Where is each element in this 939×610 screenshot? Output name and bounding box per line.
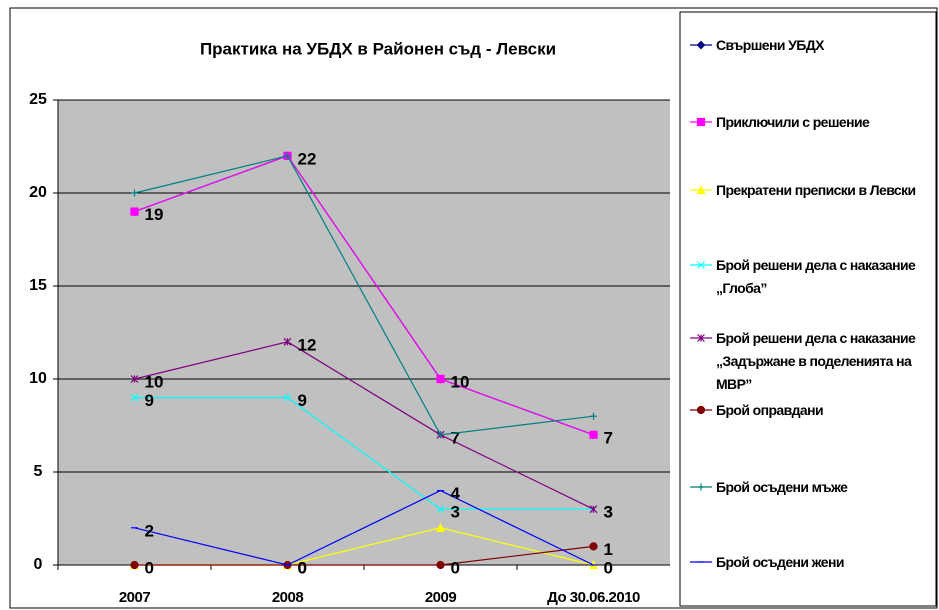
legend-marker bbox=[696, 117, 706, 127]
legend-label: Брой осъдени мъже bbox=[716, 479, 848, 495]
marker bbox=[437, 431, 444, 439]
data-label: 4 bbox=[451, 484, 461, 503]
data-label: 0 bbox=[298, 558, 307, 577]
legend-label: Свършени УБДХ bbox=[716, 37, 824, 53]
marker bbox=[284, 152, 291, 160]
data-label: 10 bbox=[451, 372, 470, 391]
data-label: 3 bbox=[604, 503, 613, 522]
data-label: 0 bbox=[604, 558, 613, 577]
data-label: 3 bbox=[604, 503, 613, 522]
data-label: 2 bbox=[145, 521, 154, 540]
marker bbox=[130, 207, 139, 216]
legend-label: Прекратени преписки в Левски bbox=[716, 182, 916, 198]
data-label: 3 bbox=[451, 503, 460, 522]
x-tick-label: До 30.06.2010 bbox=[547, 589, 640, 606]
data-label: 1 bbox=[604, 540, 613, 559]
legend-marker bbox=[697, 334, 705, 342]
data-label: 22 bbox=[298, 149, 317, 168]
x-tick-label: 2007 bbox=[119, 589, 151, 606]
series-line bbox=[134, 341, 594, 510]
marker bbox=[436, 522, 445, 532]
legend-marker bbox=[697, 483, 705, 491]
series-line bbox=[134, 489, 594, 566]
marker bbox=[436, 505, 445, 514]
legend-label: Брой осъдени жени bbox=[716, 554, 844, 570]
marker bbox=[589, 430, 598, 439]
plot-area bbox=[58, 100, 670, 565]
legend-label: Брой оправдани bbox=[716, 402, 824, 418]
marker bbox=[589, 542, 598, 551]
legend-marker bbox=[696, 185, 706, 195]
data-label: 10 bbox=[145, 372, 164, 391]
data-label: 9 bbox=[298, 391, 307, 410]
data-label: 0 bbox=[145, 558, 154, 577]
legend-label: Приключили с решение bbox=[716, 114, 870, 130]
marker bbox=[131, 189, 138, 197]
y-tick-label: 20 bbox=[29, 184, 47, 201]
legend-marker bbox=[696, 40, 706, 50]
x-tick-label: 2008 bbox=[272, 589, 304, 606]
x-tick-label: 2009 bbox=[425, 589, 457, 606]
marker bbox=[436, 560, 445, 570]
marker bbox=[130, 393, 139, 402]
y-tick-label: 25 bbox=[29, 91, 47, 108]
legend-box bbox=[679, 11, 937, 607]
marker bbox=[589, 505, 598, 514]
y-tick-label: 0 bbox=[34, 556, 43, 573]
data-label: 7 bbox=[604, 428, 613, 447]
data-label: 12 bbox=[298, 335, 317, 354]
data-label: 19 bbox=[145, 205, 164, 224]
series-line bbox=[134, 545, 594, 566]
legend-label: Брой решени дела с наказание „Глоба” bbox=[716, 257, 916, 296]
legend-label: Брой решени дела с наказание „Задържане … bbox=[716, 330, 916, 392]
marker bbox=[283, 393, 292, 402]
chart-title: Практика на УБДХ в Районен съд - Левски bbox=[200, 39, 556, 58]
legend-marker bbox=[697, 261, 705, 269]
y-tick-label: 5 bbox=[34, 463, 43, 480]
data-label: 7 bbox=[451, 428, 460, 447]
data-label: 9 bbox=[145, 391, 154, 410]
marker bbox=[130, 560, 139, 570]
y-tick-label: 10 bbox=[29, 370, 47, 387]
data-label: 0 bbox=[298, 558, 307, 577]
legend-marker bbox=[696, 405, 706, 415]
series-line bbox=[134, 397, 594, 510]
marker bbox=[130, 375, 139, 383]
marker bbox=[436, 374, 445, 384]
marker bbox=[590, 412, 597, 420]
series-line bbox=[134, 155, 594, 436]
data-label: 0 bbox=[451, 558, 460, 577]
series-line bbox=[134, 155, 594, 436]
marker bbox=[283, 337, 292, 346]
y-tick-label: 15 bbox=[29, 277, 47, 294]
